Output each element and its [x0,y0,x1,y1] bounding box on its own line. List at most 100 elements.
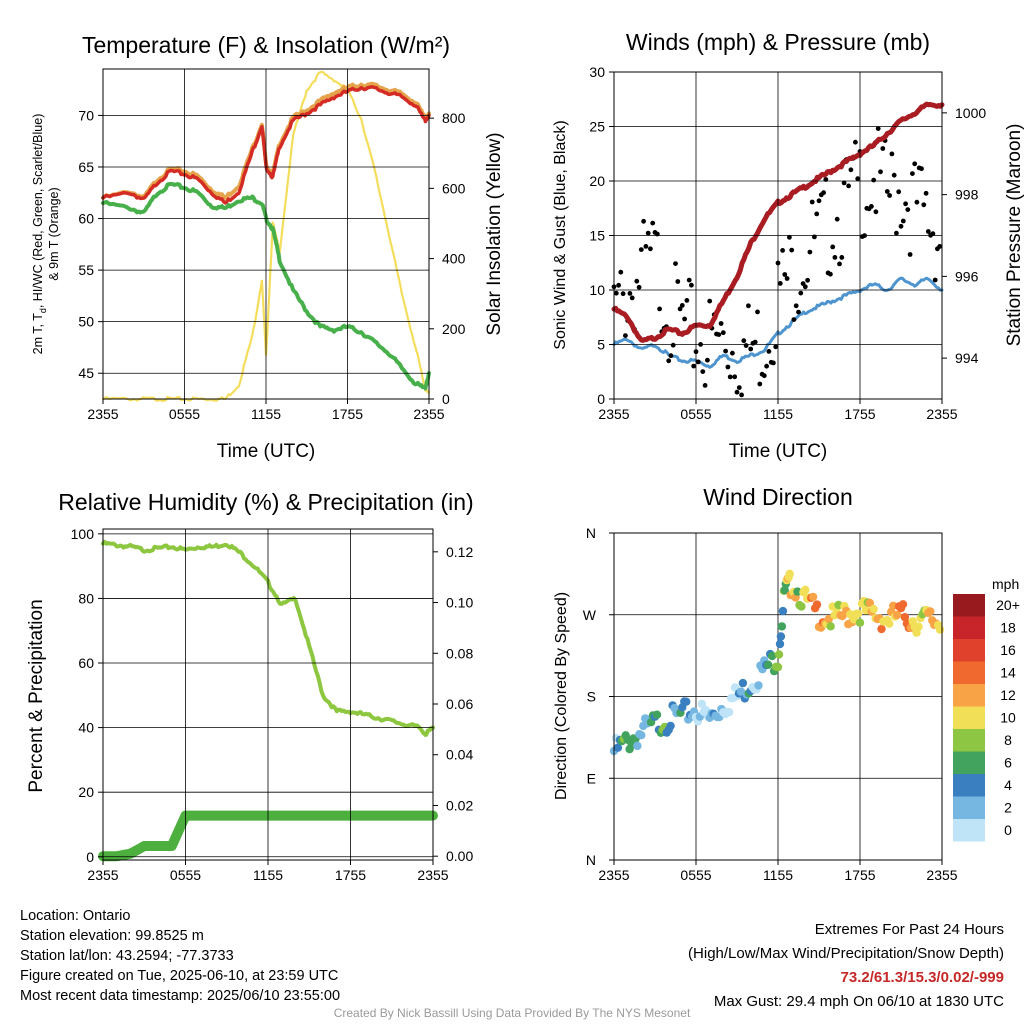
gust-point [875,126,881,131]
direction-point [777,622,787,631]
gust-point [921,202,927,208]
direction-point [885,619,894,628]
direction-point [652,710,662,719]
gust-point [891,172,897,178]
y-tick-label: E [587,770,596,786]
winds-title: Winds (mph) & Pressure (mb) [626,29,930,55]
winds-y-label: Sonic Wind & Gust (Blue, Black) [552,120,569,349]
x-tick-label: 2355 [926,867,957,883]
gust-point [616,282,621,288]
direction-point [855,618,865,627]
colorbar-title: mph [992,576,1019,592]
gust-point [761,373,767,379]
temperature-panel: Temperature (F) & Insolation (W/m²) 2355… [31,32,505,462]
colorbar-swatch [953,751,985,774]
gust-point [673,261,678,266]
x-tick-label: 2355 [417,867,448,883]
x-tick-label: 2355 [87,867,118,883]
station-latlon: Station lat/lon: 43.2594; -77.3733 [20,948,234,964]
gust-point [907,252,913,257]
gust-point [853,139,858,145]
gust-point [707,298,713,304]
direction-point [797,602,806,611]
colorbar-label: 16 [1000,642,1016,658]
winds-x-label: Time (UTC) [729,441,828,462]
series-2m-t [101,85,431,205]
y-tick-label: 10 [589,282,605,298]
direction-point [900,613,910,622]
gust-point [884,189,890,194]
gust-point [878,169,883,175]
gust-point [638,247,644,253]
y-tick-label: 55 [78,262,94,278]
y-tick-label: N [586,852,596,868]
gust-point [645,230,651,236]
y-tick-label: 45 [78,365,94,381]
direction-points [609,569,945,756]
direction-point [730,683,740,692]
x-tick-label: 2355 [87,406,118,422]
gust-point [748,346,754,352]
gust-point [764,363,769,369]
gust-point [679,303,685,308]
y-tick-label: N [586,525,596,541]
gust-point [739,392,744,398]
gust-point [773,344,779,350]
x-tick-label: 1155 [763,867,793,883]
y-tick-label: 70 [78,107,94,123]
direction-point [764,660,773,669]
gust-point [648,246,653,252]
gust-point [809,199,815,205]
y2-tick-label: 200 [442,321,466,337]
y2-tick-label: 400 [442,251,466,267]
x-tick-label: 1155 [253,867,283,883]
gust-point [905,207,911,213]
gust-point [896,189,902,195]
gust-point [846,183,851,189]
direction-point [666,721,675,731]
humidity-axes: 2355 0555 1155 1755 2355 0 20 40 60 80 100 0.00 0.02… [71,526,474,883]
winds-series-group [611,101,945,398]
y2-tick-label: 600 [442,180,466,196]
gust-point [798,290,804,296]
gust-point [613,290,619,296]
colorbar-swatch [953,706,985,729]
gust-point [666,358,672,364]
winds-panel: Winds (mph) & Pressure (mb) 2355 0555 1155… [552,29,1024,462]
solar-y2-label: Solar Insolation (Yellow) [484,132,505,335]
y2-tick-label: 0.08 [446,645,473,661]
x-tick-label: 1755 [335,867,366,883]
gust-point [723,348,728,354]
colorbar-swatch [953,774,985,797]
humidity-panel: Relative Humidity (%) & Precipitation (i… [26,489,474,883]
direction-point [637,731,646,740]
y-tick-label: 60 [78,211,94,227]
direction-title: Wind Direction [703,484,853,510]
x-tick-label: 2355 [598,867,629,883]
direction-point [826,622,835,631]
y-tick-label: 20 [589,173,605,189]
gust-point [910,171,915,177]
gust-point [677,306,683,312]
x-tick-label: 1755 [844,406,875,422]
y-tick-label: 5 [597,337,605,353]
x-tick-label: 0555 [680,867,711,883]
gust-point [618,269,624,275]
gust-point [791,317,797,322]
temperature-y-label: 2m T, Td, HI/WC (Red, Green, Scarlet/Blu… [31,114,48,355]
gust-point [925,229,931,234]
gust-point [855,176,861,182]
y-tick-label: 40 [78,720,94,736]
x-tick-label: 1755 [844,867,875,883]
gust-point [873,209,879,215]
gust-point [898,223,904,229]
y-tick-label: 60 [78,655,94,671]
gust-point [705,357,710,363]
credit-line: Created By Nick Bassill Using Data Provi… [333,1006,691,1020]
gust-point [932,277,938,283]
direction-panel: Wind Direction 2355 0555 1155 1755 2355NESWN… [553,484,1020,883]
y-tick-label: 15 [589,228,605,244]
gust-point [914,199,920,205]
